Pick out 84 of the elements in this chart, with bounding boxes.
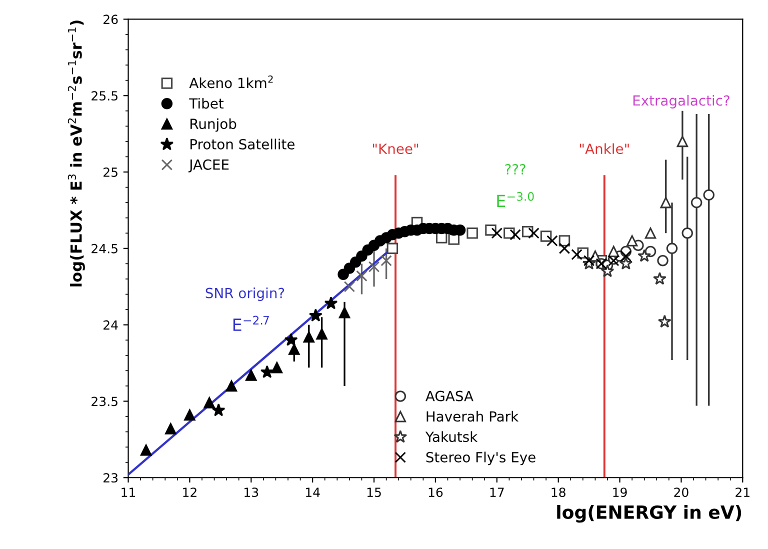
point: [303, 331, 315, 343]
point: [558, 235, 570, 246]
point: [626, 235, 638, 246]
point: [212, 403, 226, 416]
point: [703, 189, 714, 201]
point: [690, 196, 702, 208]
annotation: SNR origin?: [206, 288, 284, 301]
point: [140, 444, 152, 456]
point: [386, 242, 398, 254]
point: [619, 256, 633, 270]
point: [558, 242, 570, 254]
y-tick-label: 25.5: [92, 91, 118, 101]
legend-label: JACEE: [188, 159, 229, 172]
point: [491, 228, 503, 239]
x-tick-label: 14: [306, 488, 320, 497]
x-tick-label: 13: [244, 488, 258, 498]
x-tick-label: 15: [367, 488, 381, 498]
point: [600, 264, 614, 278]
point: [528, 228, 540, 239]
point: [284, 333, 298, 346]
point: [540, 230, 552, 242]
point: [226, 380, 238, 392]
point: [583, 255, 595, 266]
point: [638, 249, 652, 262]
x-tick-label: 12: [183, 488, 196, 497]
x-tick-label: 20: [674, 488, 688, 498]
y-tick-label: 24.5: [92, 244, 118, 254]
point: [466, 228, 478, 239]
point: [510, 229, 521, 240]
point: [271, 362, 283, 374]
legend-label: Runjob: [190, 118, 236, 132]
annotation: E$^{−3.0}$: [497, 192, 534, 208]
x-tick-label: 16: [428, 488, 443, 498]
point: [308, 308, 322, 322]
point: [368, 261, 380, 272]
point: [658, 314, 672, 328]
y-tick-label: 25: [104, 167, 118, 177]
point: [571, 248, 582, 260]
point: [660, 196, 672, 208]
point: [380, 255, 392, 266]
x-axis-title: log(ENERGY in eV): [557, 505, 742, 523]
legend-label: Haverah Park: [426, 410, 519, 422]
point: [676, 136, 688, 148]
legend-label: Yakutsk: [425, 431, 478, 442]
point: [246, 370, 257, 381]
legend-label: Tibet: [189, 98, 224, 109]
annotation: Extragalactic?: [633, 95, 730, 108]
point: [666, 242, 678, 254]
x-tick-label: 18: [552, 488, 566, 498]
ref-line-label: "Ankle": [580, 143, 629, 154]
point: [338, 306, 350, 318]
annotation: E$^{−2.7}$: [233, 316, 269, 331]
point: [316, 328, 328, 340]
annotation: ???: [505, 164, 526, 174]
point: [260, 365, 274, 378]
y-tick-label: 26: [104, 14, 118, 24]
point: [184, 409, 196, 421]
legend-label: Proton Satellite: [190, 138, 294, 150]
point: [644, 228, 656, 239]
x-tick-label: 17: [490, 488, 504, 497]
x-tick-label: 21: [736, 488, 750, 497]
x-tick-label: 11: [122, 488, 136, 497]
point: [288, 344, 300, 355]
point: [657, 255, 668, 266]
point: [485, 224, 496, 236]
y-tick-label: 23.5: [92, 396, 118, 406]
point: [653, 272, 666, 285]
point: [165, 423, 176, 434]
point: [682, 228, 693, 239]
point: [608, 246, 620, 258]
point: [344, 281, 356, 292]
legend-label: Akeno 1km$^{2}$: [189, 75, 273, 88]
point: [204, 397, 215, 408]
text: log(FLUX * E$^{3}$ in eV$^{2}$m$^{−2}$s$^{−1}$sr$^{−1}$): [68, 20, 85, 286]
point: [356, 270, 368, 282]
x-tick-label: 19: [613, 488, 627, 498]
legend-label: AGASA: [426, 390, 474, 402]
y-tick-label: 24: [104, 320, 118, 330]
point: [324, 296, 338, 310]
y-tick-label: 23: [104, 473, 118, 483]
legend-label: Stereo Fly's Eye: [426, 452, 536, 466]
point: [546, 235, 558, 246]
ref-line-label: "Knee": [372, 144, 418, 154]
point: [620, 250, 632, 262]
